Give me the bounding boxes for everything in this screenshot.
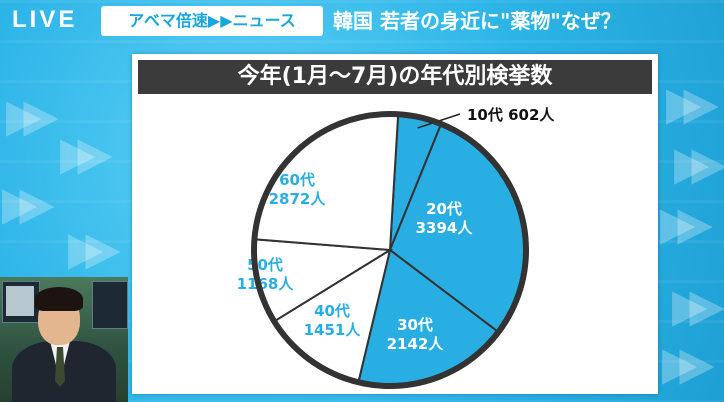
studio-monitor-screen — [6, 286, 34, 316]
slice-value-6: 2872人 — [269, 190, 327, 208]
show-name-badge: アベマ倍速▶▶ニュース — [101, 6, 323, 36]
arrow-pattern-icon: ▶▶ — [660, 196, 713, 250]
slice-label-6: 60代 — [279, 171, 315, 189]
slice-value-2: 3394人 — [416, 219, 474, 237]
arrow-pattern-icon: ▶▶ — [68, 221, 121, 275]
pie-outline — [251, 111, 529, 389]
chart-board: 今年(1月～7月)の年代別検挙数 10代 602人 20代 3394人 30代 2142… — [132, 54, 658, 394]
pie-slice-6 — [253, 113, 400, 252]
arrow-pattern-icon: ▶▶ — [6, 88, 59, 142]
broadcast-top-bar: LIVE アベマ倍速▶▶ニュース 韓国 若者の身近に"薬物"なぜ？ — [0, 0, 724, 46]
presenter-hair — [35, 287, 83, 311]
slice-label-4: 40代 — [314, 302, 350, 320]
slice-value-5: 1168人 — [237, 275, 295, 293]
arrow-pattern-icon: ▶▶ — [666, 76, 719, 130]
pie-chart: 10代 602人20代3394人30代2142人40代1451人50代1168人… — [237, 106, 555, 389]
news-headline: 韓国 若者の身近に"薬物"なぜ？ — [333, 9, 621, 33]
slice-value-3: 2142人 — [387, 335, 445, 353]
live-label: LIVE — [12, 6, 78, 33]
arrow-pattern-icon: ▶▶ — [674, 136, 724, 190]
slice-value-4: 1451人 — [304, 321, 362, 339]
chart-title: 今年(1月～7月)の年代別検挙数 — [138, 60, 652, 94]
arrow-pattern-icon: ▶▶ — [2, 176, 55, 230]
arrow-pattern-icon: ▶▶ — [60, 126, 113, 180]
slice-label-3: 30代 — [397, 316, 433, 334]
arrow-pattern-icon: ▶▶ — [662, 336, 715, 390]
presenter-video-inset — [0, 277, 128, 402]
slice-label-2: 20代 — [426, 200, 462, 218]
slice-label-1: 10代 602人 — [467, 106, 555, 124]
presenter-tie — [55, 347, 65, 387]
arrow-pattern-icon: ▶▶ — [672, 278, 724, 332]
studio-monitor — [92, 281, 128, 329]
